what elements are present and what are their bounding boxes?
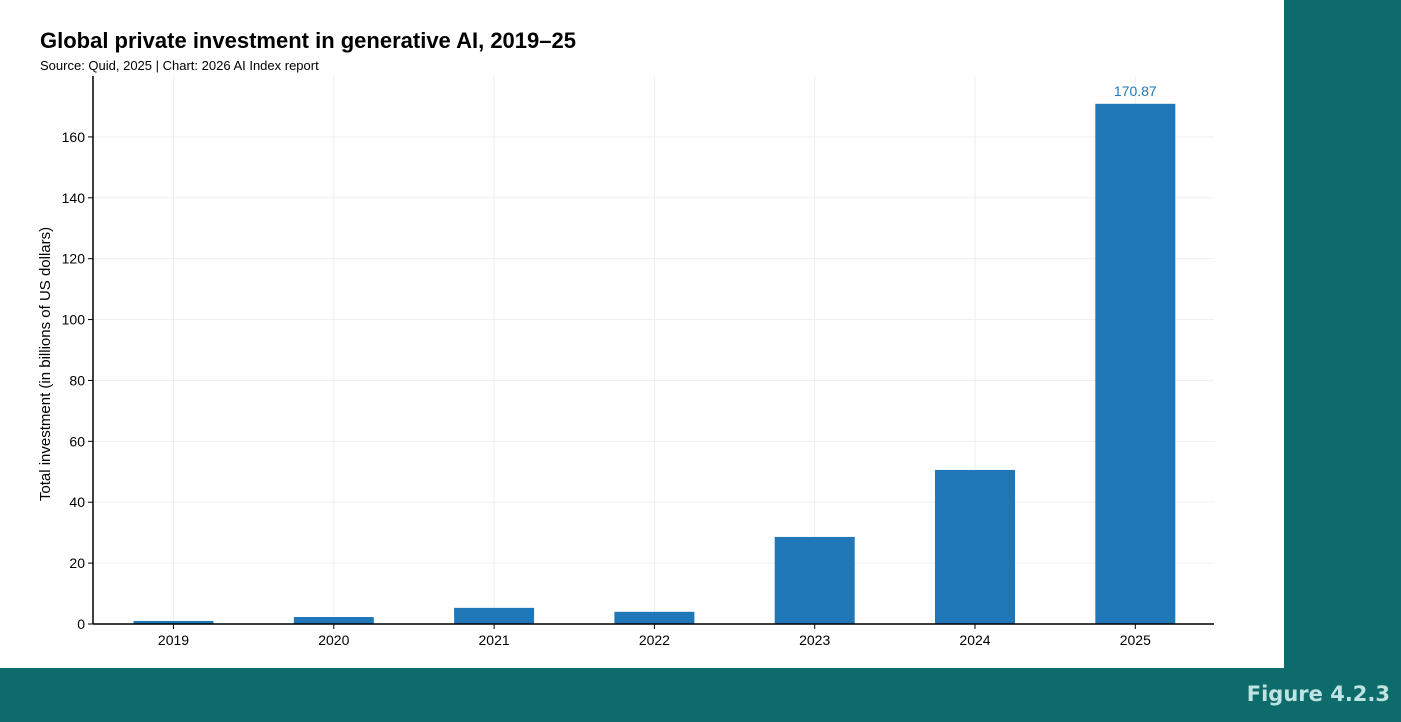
bar-2021 — [454, 607, 535, 624]
x-tick-label: 2024 — [959, 632, 990, 648]
bar-2020 — [293, 616, 374, 624]
bar-2019 — [133, 620, 214, 624]
chart-subtitle: Source: Quid, 2025 | Chart: 2026 AI Inde… — [40, 58, 319, 73]
bar-2025 — [1095, 103, 1176, 624]
y-tick-label: 20 — [69, 555, 85, 571]
x-tick-label: 2019 — [158, 632, 189, 648]
y-tick-label: 40 — [69, 494, 85, 510]
y-tick-label: 140 — [62, 190, 86, 206]
y-tick-label: 60 — [69, 433, 85, 449]
y-tick-label: 80 — [69, 372, 85, 388]
axes: 0 20 40 60 80 100 120 140 160 2019 2020 2021 2022 202… — [62, 76, 1214, 648]
x-tick-label: 2020 — [318, 632, 349, 648]
grid-lines — [93, 76, 1214, 624]
y-axis-label: Total investment (in billions of US doll… — [37, 227, 54, 501]
x-tick-label: 2022 — [639, 632, 670, 648]
x-tick-label: 2021 — [479, 632, 510, 648]
figure-label: Figure 4.2.3 — [1246, 682, 1390, 706]
bar-2023 — [774, 536, 855, 624]
chart-title: Global private investment in generative … — [40, 28, 576, 53]
bars: 170.87 — [133, 83, 1176, 624]
bar-2024 — [935, 469, 1015, 624]
y-tick-label: 0 — [77, 616, 85, 632]
x-tick-label: 2023 — [799, 632, 830, 648]
y-tick-label: 100 — [62, 312, 86, 328]
x-tick-label: 2025 — [1120, 632, 1151, 648]
y-tick-label: 120 — [62, 251, 86, 267]
chart-panel: Global private investment in generative … — [0, 0, 1284, 668]
bar-chart: 170.87 0 20 40 60 80 100 120 140 160 2019 2020 2021… — [37, 76, 1214, 648]
y-tick-label: 160 — [62, 129, 86, 145]
data-label: 170.87 — [1114, 83, 1157, 99]
bar-2022 — [614, 611, 695, 624]
